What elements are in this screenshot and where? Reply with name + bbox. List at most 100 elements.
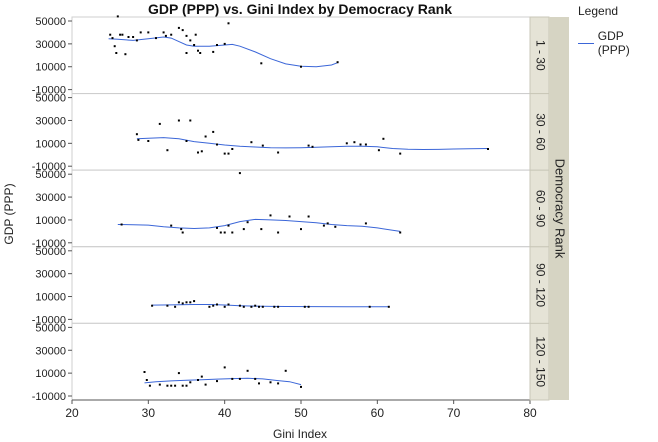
data-point: [260, 62, 263, 65]
data-point: [158, 122, 161, 125]
panel-frame: [71, 246, 531, 324]
y-tick-label: 30000: [35, 269, 66, 281]
data-point: [197, 151, 199, 154]
panel-frame: [71, 16, 531, 95]
data-point: [135, 133, 138, 136]
data-point: [364, 143, 367, 146]
data-point: [326, 222, 329, 225]
data-point: [399, 231, 402, 234]
data-point: [227, 224, 230, 227]
x-tick-label: 30: [142, 406, 156, 420]
data-point: [177, 119, 180, 122]
y-tick-label: 30000: [35, 39, 66, 51]
data-point: [250, 141, 253, 144]
facet-outer-label: Democracy Rank: [553, 159, 568, 259]
data-point: [242, 305, 245, 308]
data-point: [273, 305, 276, 308]
data-point: [124, 53, 127, 56]
data-point: [189, 301, 192, 304]
data-point: [322, 224, 325, 227]
data-point: [246, 221, 249, 224]
data-point: [170, 384, 173, 387]
data-point: [148, 384, 151, 387]
data-point: [242, 228, 245, 231]
data-point: [216, 143, 218, 146]
data-point: [180, 228, 183, 231]
data-point: [177, 26, 180, 29]
data-point: [223, 152, 226, 155]
y-tick-label: 10000: [35, 215, 66, 227]
data-point: [227, 303, 230, 306]
data-point: [231, 377, 234, 380]
y-tick-label: -10000: [32, 391, 66, 403]
facet-label: 120 - 150: [533, 336, 547, 387]
data-point: [382, 137, 385, 140]
data-point: [212, 50, 215, 53]
data-point: [200, 150, 203, 153]
y-tick-label: 30000: [35, 115, 66, 127]
data-point: [219, 231, 222, 234]
data-point: [139, 31, 142, 34]
data-point: [162, 31, 165, 34]
data-point: [216, 380, 218, 383]
data-point: [199, 52, 202, 54]
data-point: [353, 141, 356, 144]
data-point: [135, 39, 138, 42]
data-point: [181, 302, 184, 305]
data-point: [119, 33, 122, 36]
data-point: [223, 42, 226, 45]
legend-item-gdp[interactable]: GDP (PPP): [578, 29, 658, 57]
data-point: [193, 300, 196, 303]
panel-frame: [71, 322, 531, 401]
smoother-line: [136, 137, 489, 151]
data-point: [115, 52, 118, 54]
y-tick-label: 10000: [35, 292, 66, 304]
y-tick-label: 10000: [35, 368, 66, 380]
y-tick-label: 10000: [35, 62, 66, 74]
data-point: [185, 301, 188, 304]
legend-line-swatch: [578, 42, 594, 44]
data-point: [147, 140, 150, 142]
data-point: [177, 372, 180, 375]
x-tick-label: 20: [65, 406, 79, 420]
legend-item-label: GDP (PPP): [597, 29, 630, 57]
x-axis: 20 30 40 50 60 70 80: [65, 399, 537, 420]
y-tick-label: 50000: [35, 322, 66, 334]
data-point: [185, 384, 188, 387]
data-point: [170, 224, 173, 227]
y-tick-label: -10000: [32, 238, 66, 250]
data-point: [303, 305, 306, 308]
data-point: [399, 152, 402, 155]
data-point: [269, 381, 272, 384]
data-point: [261, 144, 264, 147]
data-point: [216, 226, 218, 229]
data-point: [132, 36, 135, 38]
data-point: [307, 144, 310, 147]
y-tick-label: 10000: [35, 138, 66, 150]
facet-outer-strip: [549, 17, 569, 400]
data-point: [116, 15, 119, 18]
data-point: [137, 138, 140, 141]
data-point: [300, 385, 302, 388]
data-point: [387, 305, 390, 308]
facet-label: 30 - 60: [533, 113, 547, 151]
data-point: [307, 305, 310, 308]
x-tick-label: 40: [218, 406, 232, 420]
data-point: [204, 135, 207, 138]
data-point: [223, 305, 226, 308]
smoother-line: [117, 218, 401, 232]
data-point: [336, 61, 339, 64]
panels-layer: -10000100003000050000-100001000030000500…: [32, 15, 531, 403]
data-point: [231, 148, 234, 150]
data-point: [231, 231, 234, 234]
data-point: [164, 34, 167, 37]
data-point: [189, 39, 192, 42]
data-point: [238, 172, 241, 175]
data-point: [200, 375, 203, 378]
data-point: [174, 305, 177, 308]
data-point: [158, 383, 161, 386]
data-point: [155, 37, 157, 40]
data-point: [181, 29, 184, 32]
y-tick-label: -10000: [32, 161, 66, 173]
data-point: [223, 231, 226, 234]
